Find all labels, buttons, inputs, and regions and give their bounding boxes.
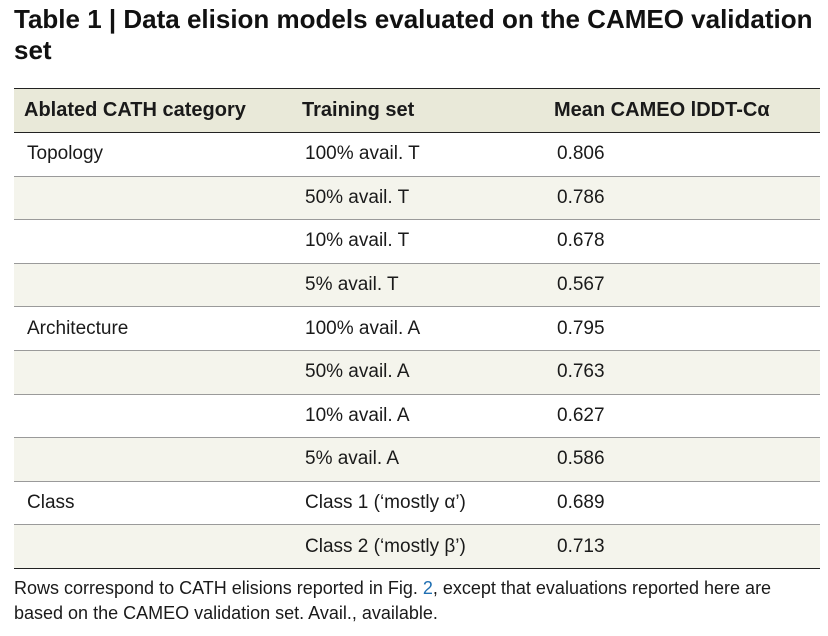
header-ablated-cath-category: Ablated CATH category	[14, 88, 292, 133]
header-training-set: Training set	[292, 88, 544, 133]
cell-mean-lddt: 0.763	[544, 350, 820, 395]
footnote-text-after: , except that evaluations reported here …	[14, 578, 772, 623]
table-row: 10% avail. T 0.678	[14, 219, 820, 264]
cell-training-set: 100% avail. T	[292, 132, 544, 177]
cell-category	[14, 176, 292, 221]
table-title: Table 1 | Data elision models evaluated …	[14, 4, 813, 65]
cell-mean-lddt: 0.678	[544, 219, 820, 264]
table-row: Class Class 1 (‘mostly α’) 0.689	[14, 481, 820, 526]
figure-link[interactable]: 2	[422, 578, 433, 598]
cell-mean-lddt: 0.627	[544, 394, 820, 439]
cell-training-set: Class 2 (‘mostly β’)	[292, 524, 544, 569]
cell-training-set: 10% avail. T	[292, 219, 544, 264]
cell-training-set: 100% avail. A	[292, 306, 544, 351]
cell-mean-lddt: 0.586	[544, 437, 820, 482]
cell-mean-lddt: 0.713	[544, 524, 820, 569]
data-table-container: Ablated CATH category Training set Mean …	[14, 88, 820, 569]
cell-training-set: 5% avail. A	[292, 437, 544, 482]
cell-training-set: 5% avail. T	[292, 263, 544, 308]
cell-category: Class	[14, 481, 292, 526]
table-row: 10% avail. A 0.627	[14, 394, 820, 439]
cell-category	[14, 263, 292, 308]
table-row: 50% avail. T 0.786	[14, 176, 820, 221]
cell-category	[14, 350, 292, 395]
cell-category	[14, 524, 292, 569]
cell-category	[14, 219, 292, 264]
cell-category	[14, 437, 292, 482]
table-row: Class 2 (‘mostly β’) 0.713	[14, 524, 820, 569]
cell-mean-lddt: 0.795	[544, 306, 820, 351]
cell-mean-lddt: 0.786	[544, 176, 820, 221]
table-header-row: Ablated CATH category Training set Mean …	[14, 88, 820, 133]
table-body: Topology 100% avail. T 0.806 50% avail. T 0.…	[14, 132, 820, 569]
table-row: Architecture 100% avail. A 0.795	[14, 306, 820, 351]
cell-training-set: 50% avail. A	[292, 350, 544, 395]
table-footnote: Rows correspond to CATH elisions reporte…	[14, 576, 820, 626]
data-table: Ablated CATH category Training set Mean …	[14, 88, 820, 569]
cell-category	[14, 394, 292, 439]
cell-training-set: 10% avail. A	[292, 394, 544, 439]
cell-mean-lddt: 0.689	[544, 481, 820, 526]
header-mean-cameo-lddt: Mean CAMEO lDDT-Cα	[544, 88, 820, 133]
cell-category: Topology	[14, 132, 292, 177]
cell-category: Architecture	[14, 306, 292, 351]
table-row: 50% avail. A 0.763	[14, 350, 820, 395]
cell-training-set: Class 1 (‘mostly α’)	[292, 481, 544, 526]
cell-mean-lddt: 0.806	[544, 132, 820, 177]
footnote-text-before: Rows correspond to CATH elisions reporte…	[14, 578, 423, 598]
cell-mean-lddt: 0.567	[544, 263, 820, 308]
table-row: 5% avail. T 0.567	[14, 263, 820, 308]
table-row: 5% avail. A 0.586	[14, 437, 820, 482]
cell-training-set: 50% avail. T	[292, 176, 544, 221]
table-row: Topology 100% avail. T 0.806	[14, 132, 820, 177]
